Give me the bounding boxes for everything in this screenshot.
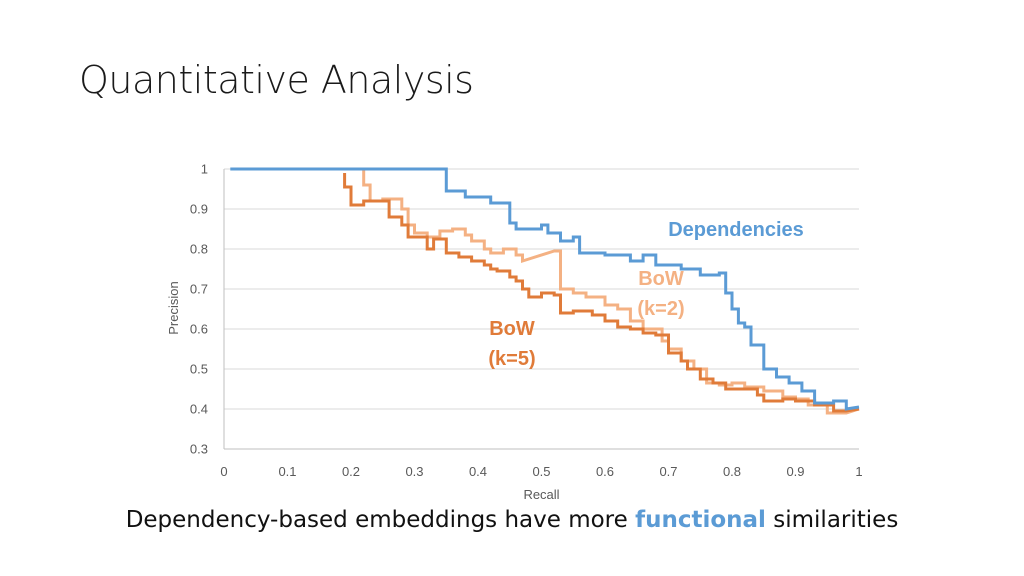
- gridlines: [224, 168, 859, 410]
- y-tick-label: 1: [201, 162, 208, 177]
- y-tick-label: 0.5: [190, 362, 208, 377]
- series-lines: [230, 167, 860, 415]
- x-tick-label: 0.2: [342, 464, 360, 479]
- slide-title: Quantitative Analysis: [79, 58, 474, 102]
- y-tick-label: 0.6: [190, 322, 208, 337]
- caption-text-after: similarities: [765, 507, 899, 533]
- series-label-dependencies: Dependencies: [668, 219, 804, 241]
- x-axis-title: Recall: [523, 487, 559, 502]
- y-tick-label: 0.3: [190, 442, 208, 457]
- series-label-bow-k-2: (k=2): [637, 298, 684, 320]
- x-tick-label: 0.4: [469, 464, 487, 479]
- caption-highlight: functional: [635, 507, 766, 533]
- series-line-dependencies: [230, 167, 860, 411]
- x-tick-label: 0.6: [596, 464, 614, 479]
- y-tick-label: 0.4: [190, 402, 208, 417]
- x-tick-label: 0: [220, 464, 227, 479]
- series-line-bow-k-2: [362, 169, 860, 415]
- caption-text-before: Dependency-based embeddings have more: [125, 507, 636, 533]
- x-tick-label: 0.7: [659, 464, 677, 479]
- y-tick-label: 0.9: [190, 202, 208, 217]
- slide-caption: Dependency-based embeddings have more fu…: [0, 507, 1024, 533]
- x-tick-label: 0.8: [723, 464, 741, 479]
- x-tick-label: 1: [855, 464, 862, 479]
- precision-recall-chart: 0.3 0.4 0.5 0.6 0.7 0.8 0.9 1 0 0.1 0.2 0.3 0.4 0.5 0.…: [166, 162, 863, 503]
- series-labels: Dependencies BoW (k=2) BoW (k=5): [488, 219, 803, 370]
- x-tick-label: 0.1: [278, 464, 296, 479]
- y-axis-title: Precision: [166, 281, 181, 334]
- series-label-bow-k-5: BoW: [489, 318, 535, 340]
- x-tick-label: 0.9: [786, 464, 804, 479]
- axes: 0.3 0.4 0.5 0.6 0.7 0.8 0.9 1 0 0.1 0.2 0.3 0.4 0.5 0.…: [166, 162, 863, 503]
- x-tick-label: 0.3: [405, 464, 423, 479]
- y-tick-label: 0.7: [190, 282, 208, 297]
- series-label-bow-k-5: (k=5): [488, 348, 535, 370]
- x-tick-label: 0.5: [532, 464, 550, 479]
- y-tick-label: 0.8: [190, 242, 208, 257]
- series-line-bow-k-5: [343, 173, 860, 413]
- series-label-bow-k-2: BoW: [638, 268, 684, 290]
